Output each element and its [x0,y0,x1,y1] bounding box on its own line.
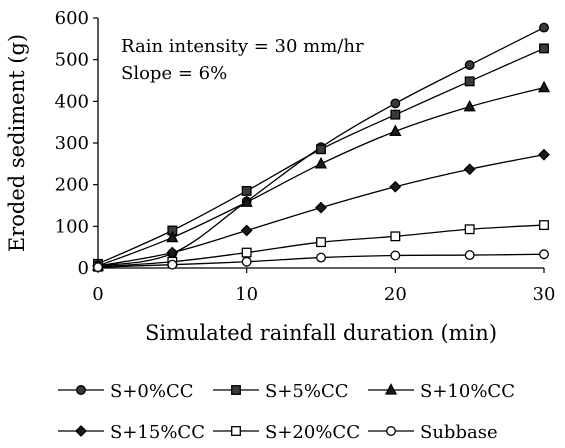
x-tick-label: 0 [92,284,103,305]
data-point [241,185,252,196]
legend-marker [76,385,86,395]
data-point [463,99,476,112]
x-tick-label: 10 [235,284,258,305]
legend-label: S+5%CC [265,381,349,402]
annotation-rain-intensity: Rain intensity = 30 mm/hr [121,36,364,57]
data-point [539,43,549,54]
y-tick-label: 300 [55,133,89,154]
legend-label: S+15%CC [110,422,205,443]
data-point [166,230,179,243]
data-point [316,252,326,263]
legend-marker [231,385,241,395]
data-point [539,249,549,260]
x-tick-label: 30 [533,284,556,305]
legend: S+0%CC S+5%CC S+10%CC S+15%CC S+20%CC Subbase [58,381,515,443]
y-tick-label: 0 [78,258,89,279]
data-point [390,98,401,109]
series-subbase [93,249,549,273]
legend-label: S+10%CC [420,381,515,402]
y-tick-label: 600 [55,8,89,29]
data-point [316,237,326,248]
legend-item: S+10%CC [368,381,515,402]
y-axis-title: Eroded sediment (g) [5,34,29,252]
series-s-20-cc [93,220,549,272]
legend-item: S+0%CC [58,381,194,402]
data-point [389,180,402,193]
legend-item: S+15%CC [58,422,205,443]
y-tick-label: 400 [55,91,89,112]
legend-label: Subbase [420,422,498,443]
data-point [390,109,401,120]
y-tick-label: 500 [55,50,89,71]
data-point [314,156,328,169]
data-point [167,259,178,270]
data-point [241,256,252,267]
data-point [463,163,476,176]
data-point [539,220,549,231]
y-tick-label: 100 [55,216,89,237]
x-axis-title: Simulated rainfall duration (min) [145,321,497,345]
legend-marker [384,383,398,395]
data-point [389,124,402,136]
legend-item: S+5%CC [213,381,349,402]
ticks: 0 100 200 300 400 500 600 0 10 20 30 [55,8,556,305]
legend-marker [75,425,87,437]
data-point [93,262,103,273]
data-point [390,231,401,242]
legend-label: S+0%CC [110,381,194,402]
y-tick-label: 200 [55,175,89,196]
data-point [464,76,475,87]
legend-label: S+20%CC [265,422,360,443]
legend-item: S+20%CC [213,422,360,443]
legend-marker [231,426,241,436]
data-point [240,224,253,237]
legend-item: Subbase [368,422,498,443]
data-point [390,250,401,261]
data-point [464,60,475,71]
data-point [538,148,550,161]
data-point [464,250,475,261]
data-point [241,247,252,258]
series-group [91,22,551,273]
annotation-slope: Slope = 6% [121,63,227,84]
data-point [315,201,327,214]
data-point [539,22,549,33]
legend-marker [386,426,396,436]
x-tick-label: 20 [384,284,407,305]
data-point [240,195,253,207]
data-point [464,224,475,235]
data-point [537,80,551,93]
data-point [316,144,326,155]
